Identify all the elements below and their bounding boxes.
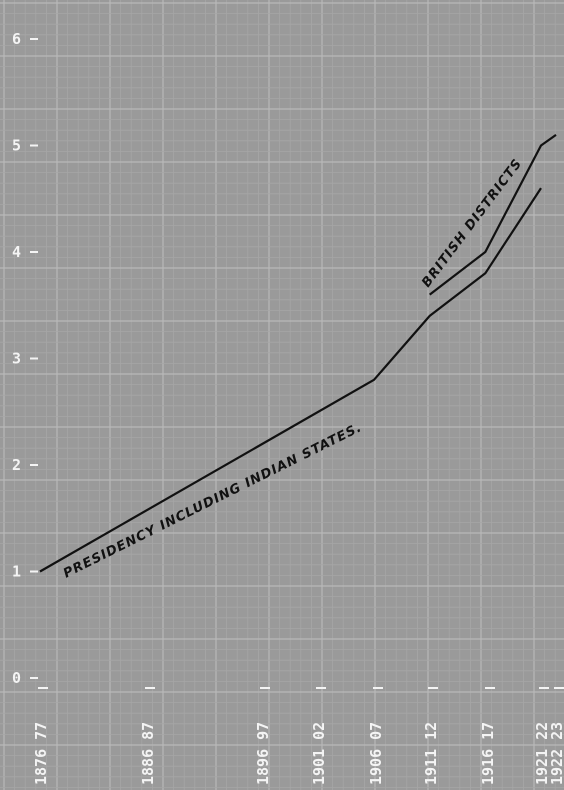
series-labels: PRESIDENCY INCLUDING INDIAN STATES.BRITI… [61,156,525,581]
x-tick-label: 1876 77 [32,722,50,785]
x-tick-label: 1906 07 [367,722,385,785]
series-label-british: BRITISH DISTRICTS [419,156,525,290]
y-tick-label: 3 [12,350,21,368]
x-tick-label: 1901 02 [310,722,328,785]
y-tick-label: 5 [12,137,21,155]
x-tick-label: 1916 17 [479,722,497,785]
y-tick-label: 0 [12,669,21,687]
y-axis: 0 1 2 3 4 5 6 [12,30,38,687]
x-axis: 1876 77 1886 87 1896 97 1901 02 1906 07 1911 … [32,687,564,785]
x-tick-label: 1886 87 [139,722,157,785]
y-tick-label: 2 [12,456,21,474]
y-tick-label: 6 [12,30,21,48]
y-tick-label: 4 [12,243,21,261]
y-tick-label: 1 [12,563,21,581]
series-line-1 [429,134,557,296]
series-lines [39,134,557,573]
x-tick-label: 1921 22 [533,722,551,785]
x-tick-label: 1896 97 [254,722,272,785]
x-tick-label: 1922 23 [548,722,564,785]
x-tick-label: 1911 12 [422,722,440,785]
